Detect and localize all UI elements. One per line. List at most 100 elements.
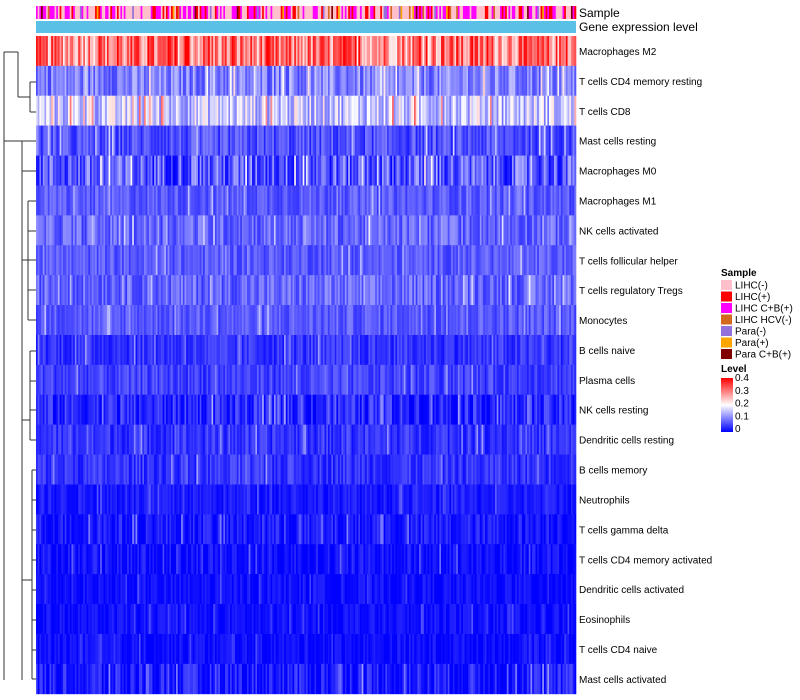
heatmap-cell: [324, 95, 327, 126]
sample-track-cell: [273, 6, 276, 19]
sample-track-cell: [500, 6, 503, 19]
heatmap-cell: [476, 305, 479, 336]
sample-track-cell: [316, 6, 319, 19]
heatmap-cell: [91, 185, 94, 216]
heatmap-cell: [309, 364, 312, 396]
heatmap-cell: [518, 215, 521, 246]
sample-track-cell: [501, 6, 504, 19]
heatmap-cell: [554, 65, 557, 97]
heatmap-cell: [354, 65, 357, 97]
heatmap-cell: [380, 305, 383, 336]
heatmap-cell: [108, 245, 111, 276]
heatmap-cell: [427, 215, 430, 246]
heatmap-cell: [550, 125, 553, 156]
heatmap-cell: [285, 424, 288, 455]
heatmap-cell: [213, 424, 216, 455]
heatmap-cell: [474, 394, 477, 425]
heatmap-cell: [157, 155, 160, 186]
heatmap-cell: [47, 364, 50, 396]
heatmap-cell: [570, 364, 573, 396]
heatmap-cell: [522, 95, 524, 126]
sample-track-cell: [398, 6, 401, 19]
heatmap-cell: [118, 65, 121, 97]
heatmap-cell: [253, 95, 256, 126]
heatmap-cell: [214, 95, 217, 126]
heatmap-cell: [59, 95, 62, 126]
heatmap-cell: [559, 125, 562, 156]
sample-track-cell: [381, 6, 384, 19]
heatmap-cell: [154, 215, 157, 246]
heatmap-cell: [150, 305, 153, 336]
heatmap-cell: [375, 155, 378, 186]
heatmap-cell: [513, 155, 516, 186]
heatmap-cell: [37, 335, 40, 366]
heatmap-cell: [324, 215, 327, 246]
sample-track-cell: [184, 6, 187, 19]
heatmap-cell: [473, 424, 476, 455]
heatmap-cell: [567, 394, 570, 425]
heatmap-cell: [564, 305, 567, 336]
heatmap-cell: [530, 125, 533, 156]
heatmap-cell: [211, 275, 214, 306]
heatmap-cell: [263, 245, 266, 276]
heatmap-cell: [83, 364, 86, 396]
heatmap-cell: [174, 454, 177, 485]
heatmap-cell: [84, 125, 87, 156]
heatmap-cell: [360, 215, 362, 246]
heatmap-cell: [226, 185, 229, 216]
heatmap-cell: [321, 215, 324, 246]
sample-track-cell: [419, 6, 422, 19]
heatmap-cell: [127, 394, 130, 425]
heatmap-cell: [420, 335, 423, 366]
heatmap-cell: [464, 185, 467, 216]
heatmap-cell: [432, 155, 435, 186]
heatmap-cell: [329, 245, 332, 276]
heatmap-cell: [142, 275, 145, 306]
heatmap-cell: [199, 155, 202, 186]
heatmap-cell: [147, 245, 150, 276]
heatmap-cell: [435, 95, 438, 126]
heatmap-cell: [549, 275, 551, 306]
sample-track-cell: [532, 6, 535, 19]
heatmap-cell: [106, 65, 109, 97]
heatmap-cell: [46, 65, 49, 97]
heatmap-cell: [216, 245, 219, 276]
heatmap-cell: [535, 424, 538, 455]
heatmap-cell: [466, 95, 469, 126]
heatmap-cell: [39, 125, 42, 156]
heatmap-cell: [354, 424, 357, 455]
heatmap-cell: [395, 65, 398, 97]
heatmap-cell: [118, 245, 121, 276]
heatmap-cell: [263, 65, 266, 97]
sample-track-cell: [118, 6, 121, 19]
heatmap-cell: [176, 364, 179, 396]
heatmap-cell: [410, 305, 413, 336]
heatmap-cell: [564, 185, 567, 216]
heatmap-cell: [42, 215, 45, 246]
heatmap-cell: [56, 95, 59, 126]
heatmap-cell: [246, 394, 249, 425]
heatmap-cell: [246, 424, 249, 455]
heatmap-cell: [176, 454, 179, 485]
heatmap-cell: [209, 36, 212, 67]
heatmap-cell: [523, 394, 526, 425]
heatmap-cell: [295, 155, 298, 186]
heatmap-cell: [199, 95, 202, 126]
heatmap-cell: [74, 454, 77, 485]
heatmap-cell: [393, 36, 396, 67]
heatmap-cell: [442, 155, 445, 186]
heatmap-cell: [388, 185, 391, 216]
heatmap-cell: [489, 335, 492, 366]
heatmap-cell: [49, 185, 52, 216]
heatmap-cell: [44, 275, 47, 306]
heatmap-cell: [429, 125, 432, 156]
heatmap-cell: [506, 65, 509, 97]
heatmap-cell: [236, 424, 239, 455]
heatmap-cell: [425, 155, 428, 186]
heatmap-cell: [532, 335, 535, 366]
heatmap-cell: [410, 95, 413, 126]
heatmap-cell: [108, 125, 111, 156]
heatmap-cell: [376, 65, 379, 97]
heatmap-cell: [528, 364, 531, 396]
heatmap-cell: [56, 305, 59, 336]
